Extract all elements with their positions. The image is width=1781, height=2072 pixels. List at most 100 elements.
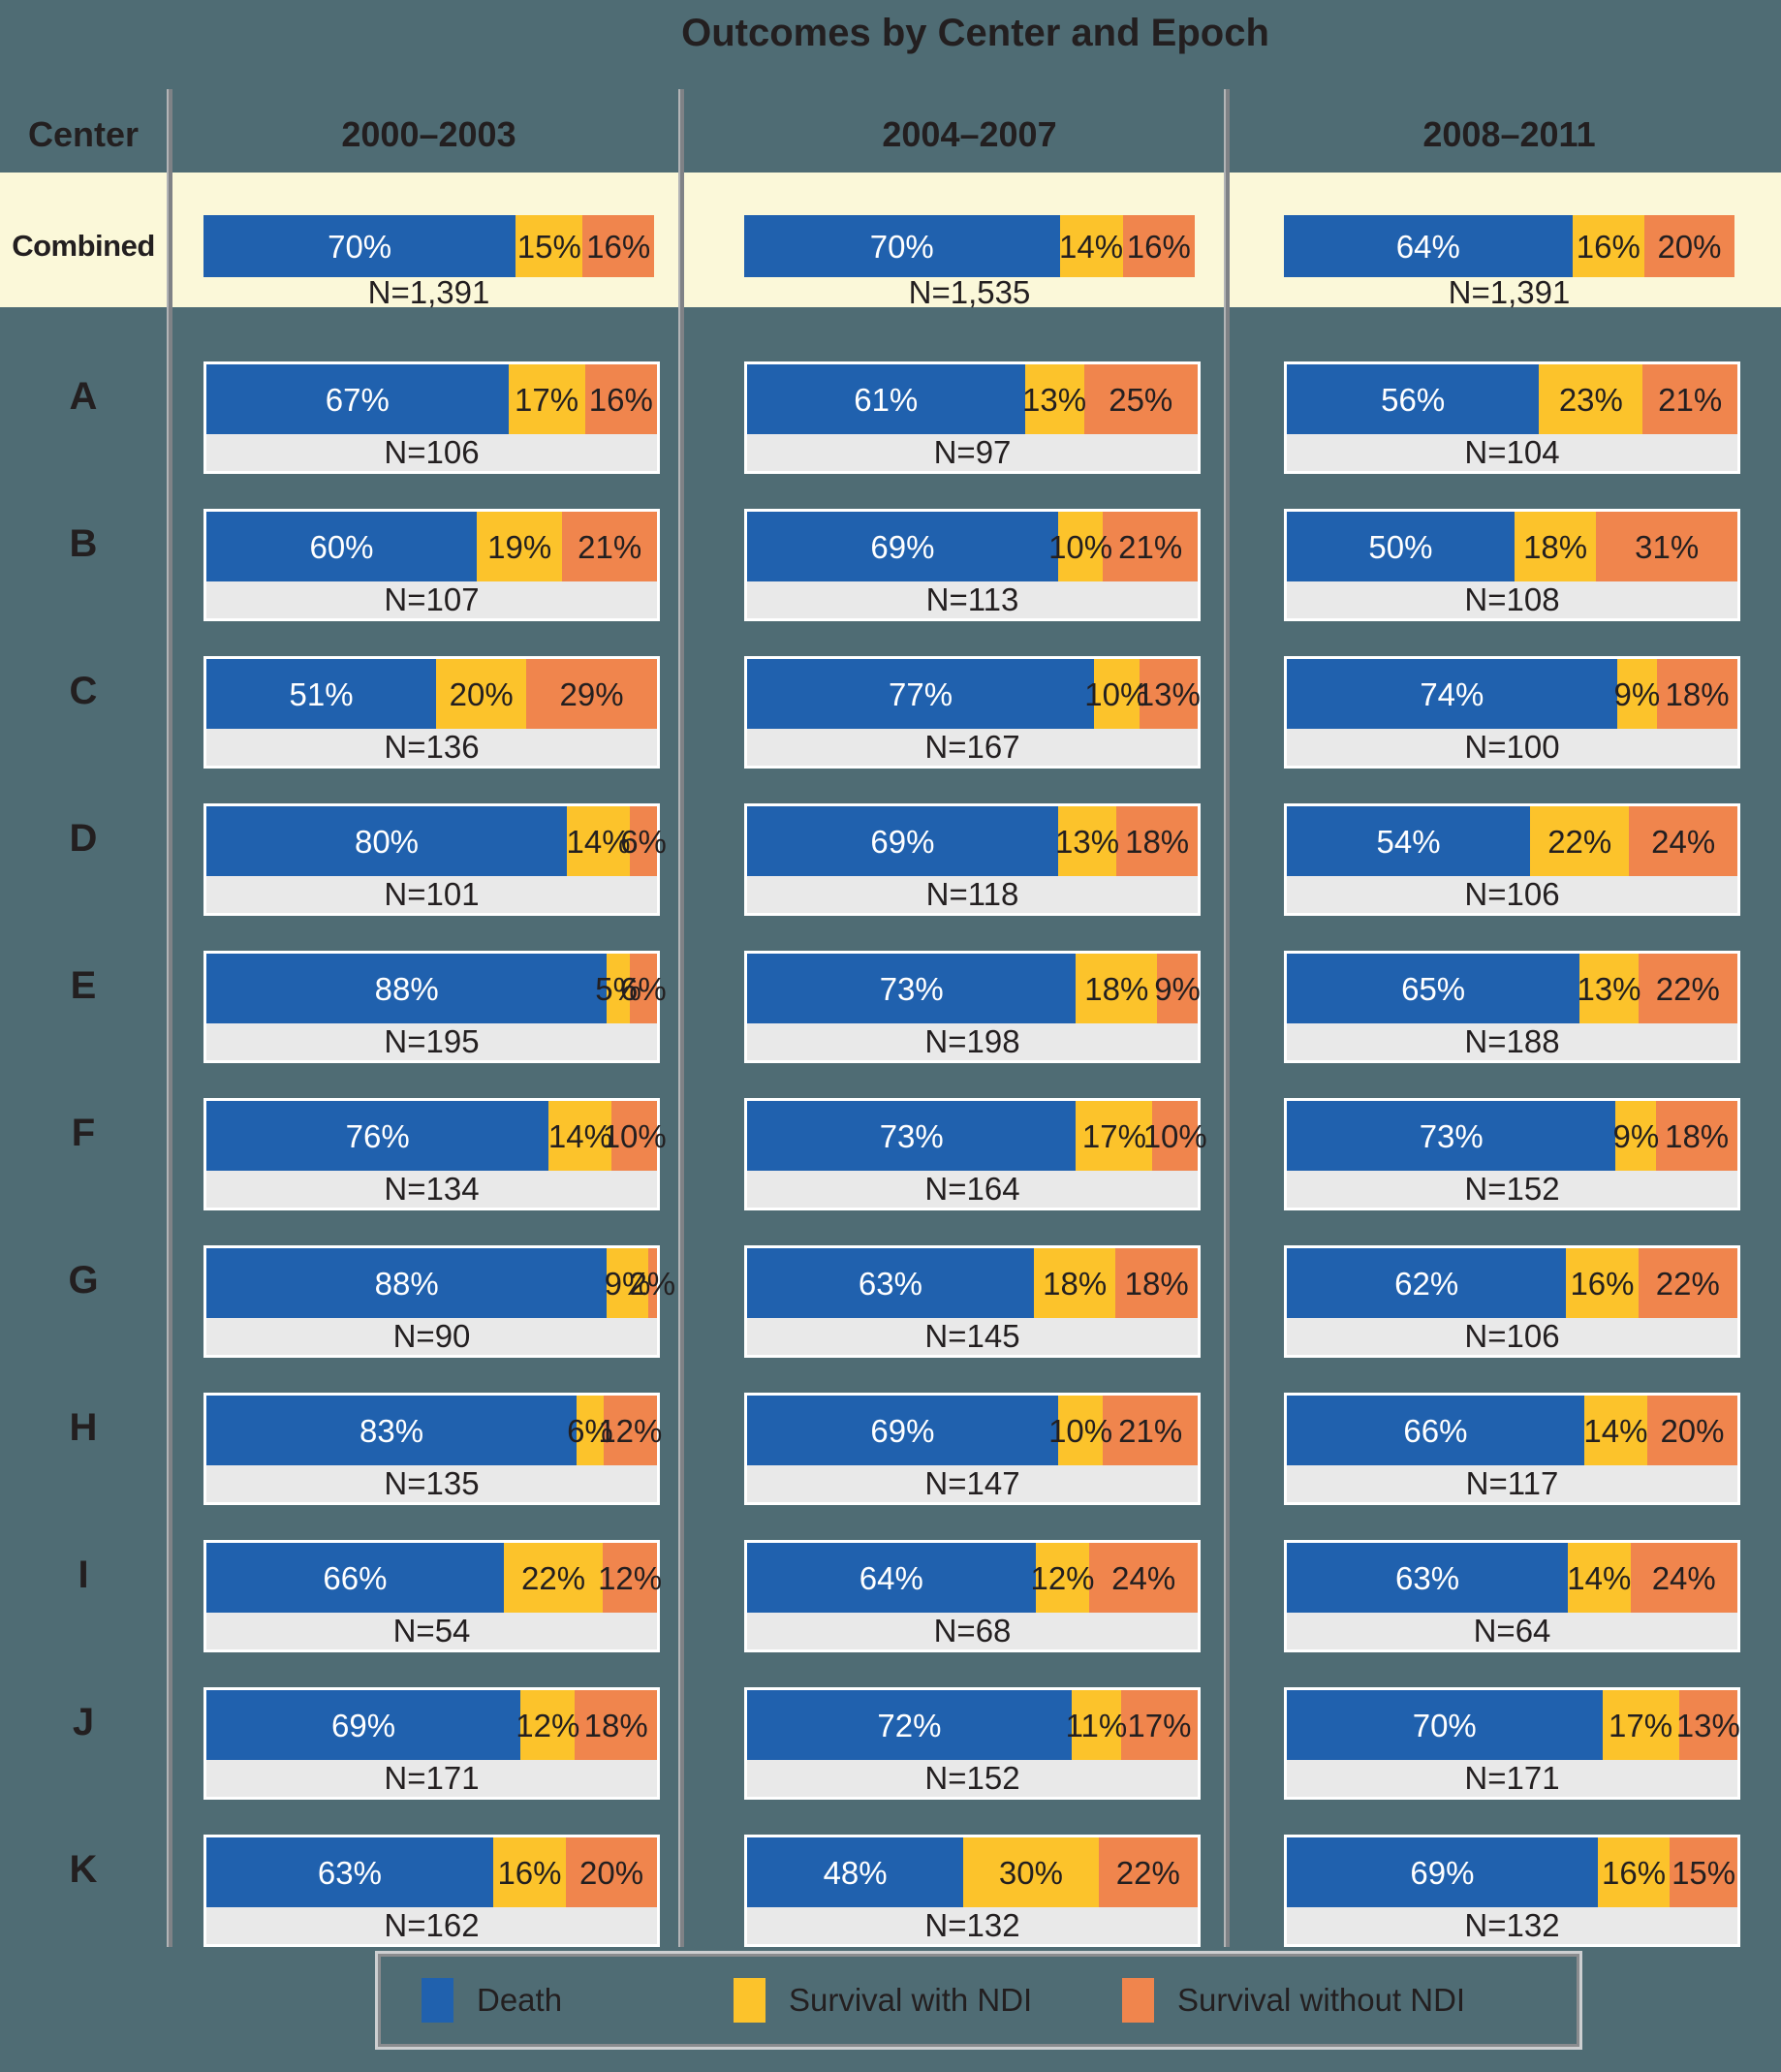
sample-size-label: N=1,391 [1448,274,1571,310]
bar-segment-survival-without-ndi: 12% [598,1543,662,1613]
bar-segment-death: 73% [747,954,1077,1023]
bar-segment-survival-without-ndi: 20% [566,1837,657,1907]
segment-value-label: 18% [1043,1265,1108,1302]
sample-size-label: N=162 [206,1907,657,1944]
bar-segment-death: 72% [747,1690,1072,1760]
bar-segment-survival-without-ndi: 29% [526,659,657,729]
bar-card-combined-2: 64% 16% 20% N=1,391 [1284,215,1734,310]
sample-size-label: N=152 [1287,1171,1737,1208]
segment-value-label: 12% [1030,1559,1095,1596]
bar-segment-death: 51% [206,659,437,729]
column-divider-1 [167,89,172,1947]
bar-segment-survival-without-ndi: 24% [1089,1543,1198,1613]
bar-segment-survival-with-ndi: 5% [595,954,641,1023]
bar-segment-survival-with-ndi: 14% [1583,1396,1647,1465]
bar-segment-survival-without-ndi: 10% [603,1101,667,1171]
bar-segment-survival-without-ndi: 6% [620,954,667,1023]
bar-segment-survival-without-ndi: 21% [562,512,657,581]
segment-value-label: 16% [588,381,653,418]
bar-segment-survival-without-ndi: 16% [584,364,657,434]
segment-value-label: 48% [823,1854,888,1891]
bar-segment-death: 69% [747,806,1058,876]
bar-segment-survival-without-ndi: 2% [629,1248,675,1318]
bar-card-k-1: 48% 30% 22% N=132 [744,1835,1201,1947]
bar-segment-death: 70% [744,215,1060,277]
segment-value-label: 5% [595,970,641,1007]
stacked-bar: 51% 20% 29% [206,659,657,729]
segment-value-label: 2% [629,1265,676,1302]
segment-value-label: 14% [547,1117,612,1154]
segment-value-label: 9% [1154,970,1201,1007]
segment-value-label: 6% [567,1412,613,1449]
bar-segment-survival-without-ndi: 25% [1083,364,1198,434]
sample-size-label: N=107 [206,581,657,618]
bar-segment-survival-with-ndi: 16% [492,1837,567,1907]
bar-segment-death: 54% [1287,806,1531,876]
bar-segment-survival-without-ndi: 21% [1103,512,1198,581]
segment-value-label: 69% [1410,1854,1475,1891]
segment-value-label: 69% [870,1412,935,1449]
stacked-bar: 65% 13% 22% [1287,954,1737,1023]
stacked-bar: 63% 18% 18% [747,1248,1198,1318]
bar-segment-death: 70% [203,215,516,277]
segment-value-label: 15% [516,228,581,265]
segment-value-label: 10% [1142,1117,1207,1154]
sample-size-label: N=132 [1287,1907,1737,1944]
segment-value-label: 10% [1084,675,1149,712]
segment-value-label: 67% [325,381,390,418]
bar-segment-death: 73% [747,1101,1077,1171]
segment-value-label: 13% [1136,675,1201,712]
segment-value-label: 9% [1613,675,1661,712]
sample-size-label: N=113 [747,581,1198,618]
bar-segment-death: 64% [1284,215,1573,277]
row-label-h: H [69,1405,98,1449]
sample-size-label: N=1,535 [908,274,1031,310]
stacked-bar: 56% 23% 21% [1287,364,1737,434]
segment-value-label: 15% [1672,1854,1736,1891]
bar-segment-survival-with-ndi: 18% [1033,1248,1116,1318]
stacked-bar: 62% 16% 22% [1287,1248,1737,1318]
segment-value-label: 70% [869,228,934,265]
row-label-combined: Combined [12,229,155,263]
segment-value-label: 13% [1022,381,1087,418]
stacked-bar: 73% 9% 18% [1287,1101,1737,1171]
segment-value-label: 63% [1394,1559,1460,1596]
bar-segment-survival-with-ndi: 16% [1572,215,1644,277]
row-label-c: C [69,669,98,712]
segment-value-label: 21% [1658,381,1723,418]
bar-segment-death: 60% [206,512,477,581]
segment-value-label: 76% [345,1117,410,1154]
segment-value-label: 19% [487,528,552,565]
bar-segment-death: 80% [206,806,567,876]
stacked-bar: 76% 14% 10% [206,1101,667,1171]
segment-value-label: 10% [1048,528,1113,565]
sample-size-label: N=54 [206,1613,657,1649]
segment-value-label: 64% [859,1559,923,1596]
epoch-header-2000-2003: 2000–2003 [341,114,516,154]
segment-value-label: 9% [604,1265,651,1302]
segment-value-label: 16% [586,228,651,265]
bar-card-b-0: 60% 19% 21% N=107 [203,509,660,621]
segment-value-label: 69% [870,823,935,860]
bar-segment-survival-with-ndi: 16% [1566,1248,1639,1318]
segment-value-label: 12% [598,1559,663,1596]
segment-value-label: 14% [1567,1559,1632,1596]
sample-size-label: N=171 [1287,1760,1737,1797]
segment-value-label: 21% [1118,528,1183,565]
bar-segment-survival-with-ndi: 12% [1030,1543,1095,1613]
bar-segment-survival-without-ndi: 13% [1136,659,1201,729]
bar-segment-survival-with-ndi: 9% [1614,659,1660,729]
bar-card-i-0: 66% 22% 12% N=54 [203,1540,662,1652]
segment-value-label: 21% [1118,1412,1183,1449]
segment-value-label: 16% [1576,228,1640,265]
bar-segment-death: 66% [1287,1396,1584,1465]
segment-value-label: 73% [879,1117,944,1154]
segment-value-label: 6% [620,970,667,1007]
bar-segment-survival-with-ndi: 19% [477,512,563,581]
segment-value-label: 66% [323,1559,388,1596]
bar-card-a-0: 67% 17% 16% N=106 [203,361,660,474]
sample-size-label: N=100 [1287,729,1737,766]
bar-segment-death: 63% [206,1837,493,1907]
segment-value-label: 25% [1109,381,1173,418]
bar-card-d-0: 80% 14% 6% N=101 [203,803,667,916]
